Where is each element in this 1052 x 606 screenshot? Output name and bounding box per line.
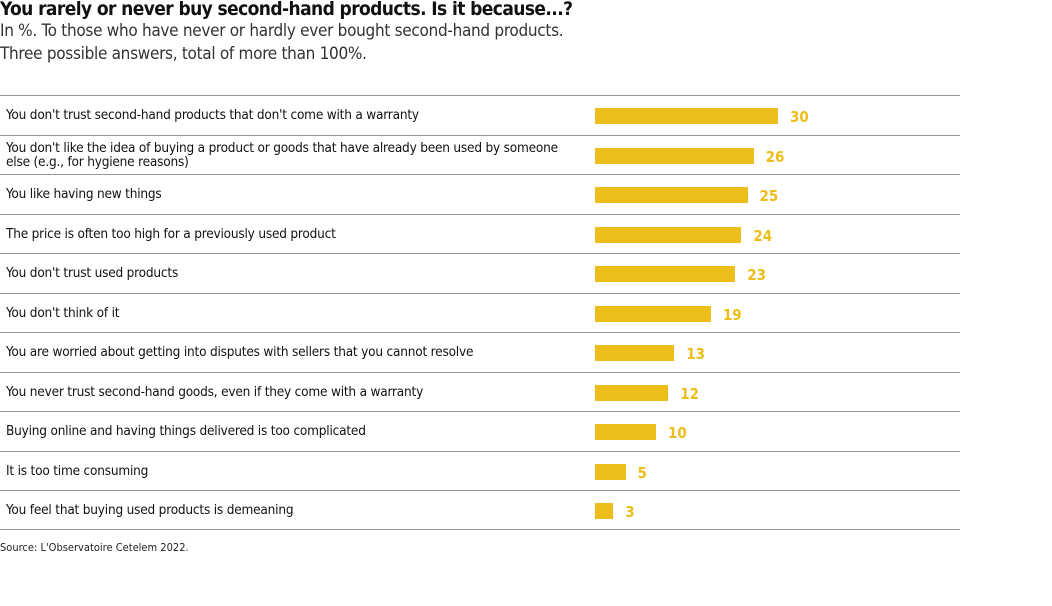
chart-row: You are worried about getting into dispu…	[0, 332, 960, 372]
category-label: You don't trust second-hand products tha…	[6, 107, 419, 124]
value-label: 10	[668, 424, 687, 442]
bar	[595, 187, 748, 203]
category-label: The price is often too high for a previo…	[6, 225, 336, 242]
bar	[595, 108, 778, 124]
value-label: 12	[680, 384, 699, 403]
value-label: 24	[753, 226, 773, 245]
bar-chart: You don't trust second-hand products tha…	[0, 95, 960, 530]
chart-row: You don't trust second-hand products tha…	[0, 95, 960, 135]
category-label: Buying online and having things delivere…	[6, 423, 366, 440]
bar	[595, 305, 711, 322]
value-label: 23	[747, 266, 767, 284]
chart-row: You don't think of it 19	[0, 292, 960, 333]
source-note: Source: L'Observatoire Cetelem 2022.	[0, 541, 189, 554]
category-label: It is too time consuming	[6, 462, 149, 479]
bar	[595, 384, 669, 401]
category-label: You feel that buying used products is de…	[6, 501, 294, 518]
chart-row: You don't like the idea of buying a prod…	[0, 134, 960, 175]
bar	[595, 266, 736, 282]
chart-row: You don't trust used products 23	[0, 253, 960, 293]
value-label: 13	[686, 345, 706, 363]
bar	[595, 226, 742, 243]
value-label: 5	[637, 463, 647, 482]
bar	[595, 345, 675, 361]
chart-subtitle-line-2: Three possible answers, total of more th…	[0, 44, 367, 64]
category-label: You don't like the idea of buying a prod…	[6, 139, 558, 170]
chart-title: You rarely or never buy second-hand prod…	[0, 0, 573, 20]
value-label: 3	[625, 503, 635, 521]
bar	[595, 424, 656, 440]
value-label: 25	[759, 187, 779, 205]
category-label: You never trust second-hand goods, even …	[6, 383, 424, 400]
value-label: 26	[765, 147, 785, 166]
category-label: You don't trust used products	[6, 265, 179, 282]
chart-row: It is too time consuming 5	[0, 450, 960, 491]
chart-row: You never trust second-hand goods, even …	[0, 371, 960, 412]
chart-row: You like having new things 25	[0, 174, 960, 214]
bar	[595, 147, 754, 164]
bar	[595, 463, 626, 480]
chart-subtitle-line-1: In %. To those who have never or hardly …	[0, 21, 564, 41]
chart-row: You feel that buying used products is de…	[0, 490, 960, 530]
value-label: 30	[790, 108, 809, 126]
value-label: 19	[722, 305, 742, 324]
chart-row: The price is often too high for a previo…	[0, 213, 960, 254]
chart-row: Buying online and having things delivere…	[0, 411, 960, 451]
category-label: You don't think of it	[6, 304, 120, 321]
bar	[595, 503, 614, 519]
category-label: You are worried about getting into dispu…	[6, 344, 474, 361]
category-label: You like having new things	[6, 186, 162, 203]
